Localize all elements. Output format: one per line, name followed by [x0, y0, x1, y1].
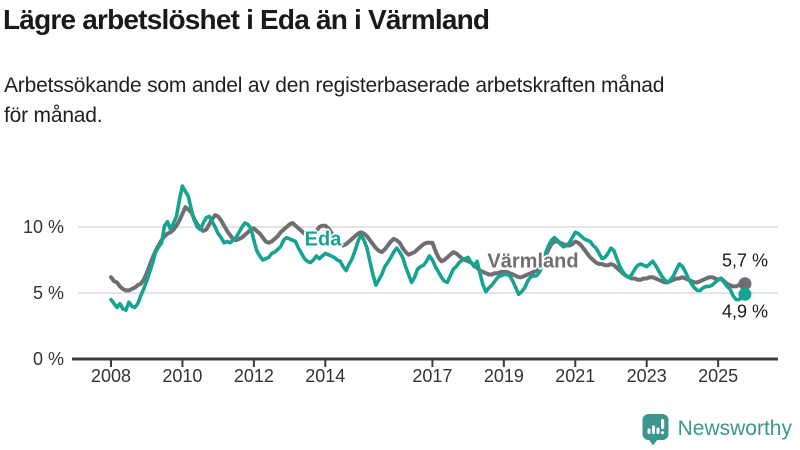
- series-line-eda: [109, 184, 747, 313]
- x-axis-label: 2017: [412, 366, 453, 386]
- newsworthy-wordmark: Newsworthy: [677, 417, 792, 440]
- y-axis-label: 0 %: [32, 349, 64, 369]
- x-axis-label: 2012: [233, 366, 274, 386]
- end-value-label-eda: 4,9 %: [721, 301, 769, 322]
- x-axis-label: 2025: [698, 366, 739, 386]
- newsworthy-icon: [642, 414, 669, 446]
- series-line-värmland: [109, 205, 747, 293]
- y-axis-label: 5 %: [32, 283, 64, 303]
- chart-subtitle: Arbetssökande som andel av den registerb…: [4, 71, 664, 131]
- end-dot-eda: [738, 287, 752, 301]
- subtitle-line-2: för månad.: [4, 104, 103, 127]
- x-axis-label: 2021: [555, 366, 596, 386]
- subtitle-line-1: Arbetssökande som andel av den registerb…: [4, 74, 665, 97]
- x-axis-label: 2008: [90, 366, 132, 386]
- x-axis-label: 2014: [305, 366, 346, 386]
- page-title: Lägre arbetslöshet i Eda än i Värmland: [3, 4, 490, 35]
- end-value-label-varmland: 5,7 %: [721, 250, 769, 271]
- x-axis-label: 2010: [162, 366, 203, 386]
- y-axis-label: 10 %: [22, 217, 64, 237]
- series-label-varmland: Värmland: [487, 250, 579, 273]
- x-axis-label: 2019: [483, 366, 524, 386]
- x-axis-label: 2023: [626, 366, 667, 386]
- series-label-eda: Eda: [304, 228, 342, 251]
- newsworthy-logo[interactable]: Newsworthy: [641, 412, 792, 446]
- end-dot-värmland: [738, 277, 752, 291]
